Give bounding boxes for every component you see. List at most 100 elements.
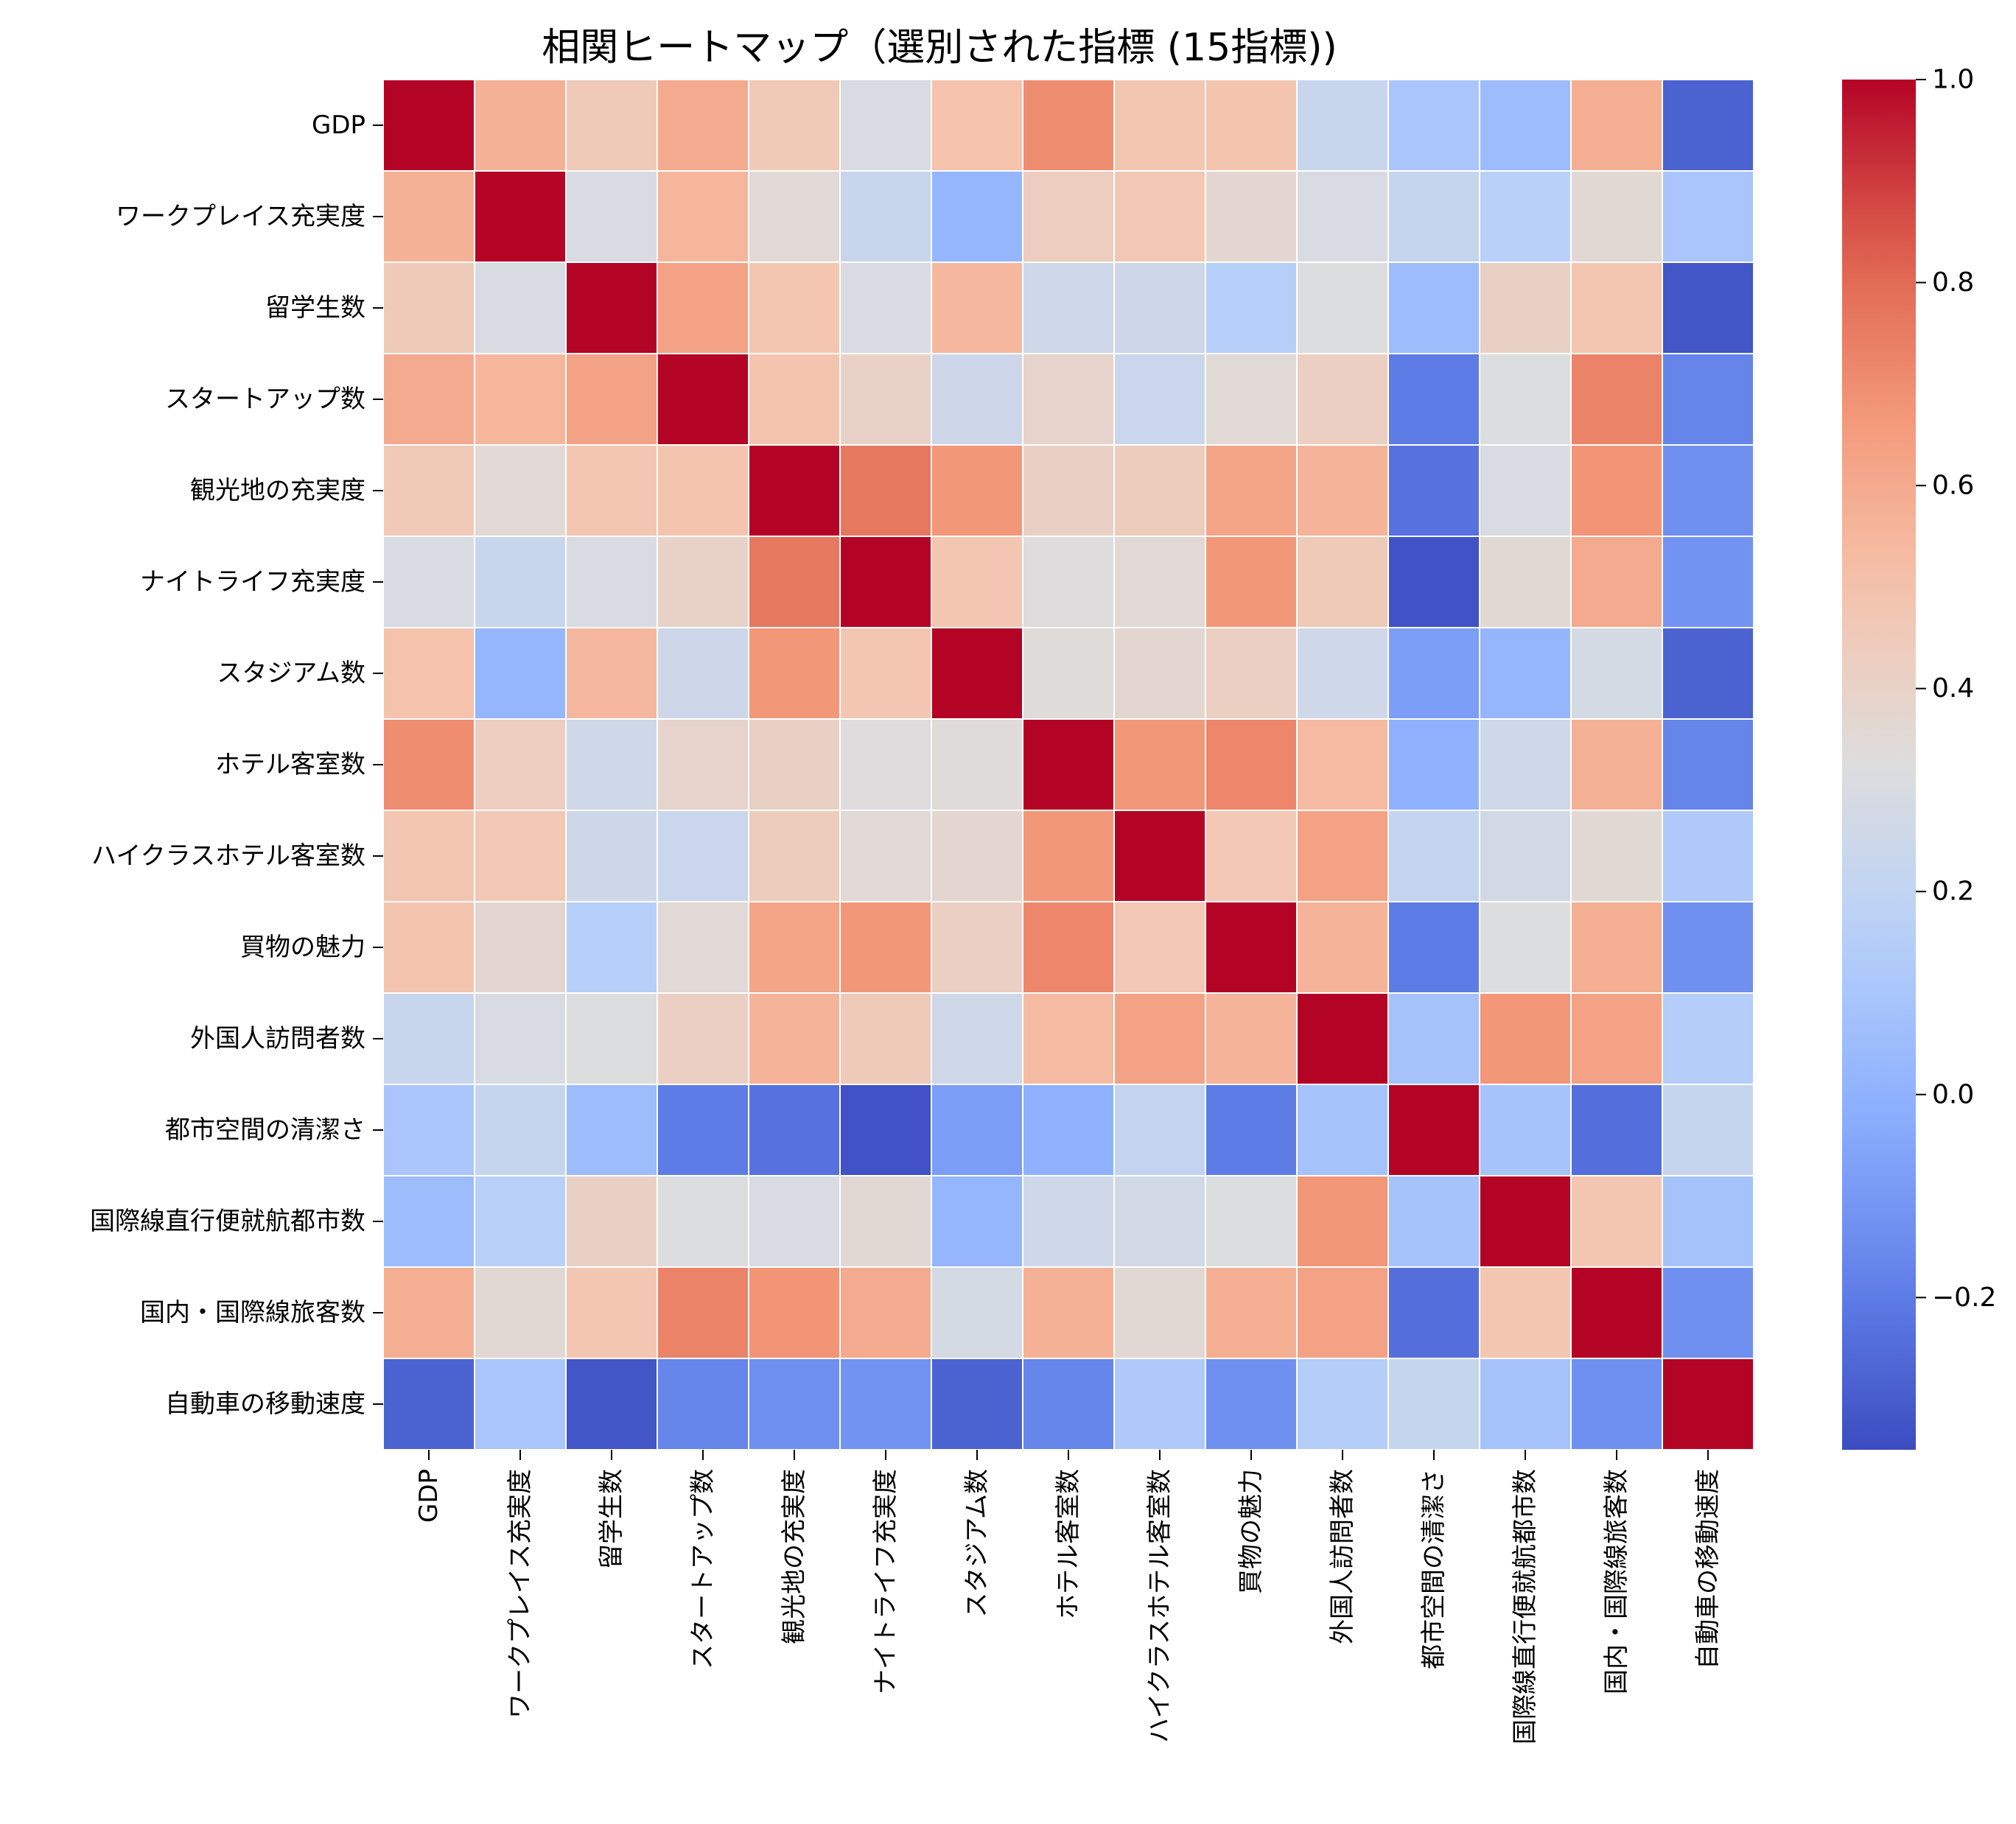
heatmap-cell	[382, 992, 475, 1085]
colorbar-tick-label: 0.8	[1932, 267, 1974, 298]
heatmap-cell	[839, 353, 932, 446]
heatmap-cell	[839, 1266, 932, 1359]
heatmap-cell	[1113, 262, 1206, 354]
heatmap-cell	[1022, 901, 1115, 994]
heatmap-cell	[1113, 992, 1206, 1085]
heatmap-cell	[657, 262, 749, 354]
heatmap-cell	[382, 718, 475, 811]
heatmap-cell	[1022, 627, 1115, 720]
heatmap-cell	[1296, 718, 1389, 811]
heatmap-cell	[1387, 1266, 1480, 1359]
heatmap-cell	[1022, 1358, 1115, 1451]
heatmap-cell	[1662, 901, 1754, 994]
heatmap-cell	[1205, 536, 1298, 628]
heatmap-cell	[1662, 262, 1754, 354]
heatmap-cell	[931, 170, 1023, 263]
heatmap-cell	[839, 901, 932, 994]
heatmap-cell	[382, 444, 475, 537]
heatmap-cell	[657, 536, 749, 628]
heatmap-cell	[1662, 170, 1754, 263]
heatmap-cell	[748, 1266, 841, 1359]
heatmap-cell	[1570, 262, 1663, 354]
heatmap-cell	[657, 901, 749, 994]
heatmap-cells	[382, 79, 1754, 1451]
heatmap-cell	[1570, 992, 1663, 1085]
colorbar-ticks: −0.2 0.0 0.2 0.4 0.6 0.8 1.0	[1916, 65, 1996, 1313]
heatmap-cell	[1570, 353, 1663, 446]
heatmap-cell	[931, 1175, 1023, 1268]
heatmap-cell	[1113, 79, 1206, 172]
heatmap-cell	[931, 992, 1023, 1085]
heatmap-cell	[1022, 79, 1115, 172]
heatmap-cell	[474, 992, 567, 1085]
heatmap-cell	[839, 170, 932, 263]
heatmap-cell	[657, 810, 749, 902]
heatmap-cell	[382, 1358, 475, 1451]
heatmap-cell	[565, 1266, 658, 1359]
heatmap-cell	[1296, 1358, 1389, 1451]
heatmap-cell	[1662, 444, 1754, 537]
row-tick-label: ホテル客室数	[215, 750, 365, 779]
heatmap-cell	[1479, 353, 1572, 446]
heatmap-cell	[839, 992, 932, 1085]
column-tick-label: ハイクラスホテル客室数	[1145, 1469, 1175, 1743]
heatmap-cell	[565, 353, 658, 446]
heatmap-cell	[931, 444, 1023, 537]
heatmap-cell	[474, 444, 567, 537]
heatmap-cell	[474, 718, 567, 811]
column-tick-label: 国際線直行便就航都市数	[1511, 1469, 1540, 1744]
heatmap-cell	[1479, 79, 1572, 172]
heatmap-cell	[1662, 536, 1754, 628]
heatmap-cell	[748, 444, 841, 537]
heatmap-cell	[1205, 718, 1298, 811]
heatmap-cell	[1662, 1084, 1754, 1176]
heatmap-cell	[1296, 170, 1389, 263]
heatmap-cell	[1022, 992, 1115, 1085]
heatmap-cell	[657, 353, 749, 446]
heatmap-cell	[657, 718, 749, 811]
row-tick-label: 留学生数	[265, 293, 365, 323]
heatmap-cell	[1387, 627, 1480, 720]
heatmap-cell	[382, 1084, 475, 1176]
heatmap-cell	[474, 1358, 567, 1451]
row-tick-label: 外国人訪問者数	[190, 1024, 365, 1053]
heatmap-cell	[382, 353, 475, 446]
heatmap-cell	[382, 1266, 475, 1359]
row-tick-label: スタートアップ数	[165, 385, 365, 414]
heatmap-cell	[657, 79, 749, 172]
heatmap-cell	[474, 810, 567, 902]
heatmap-cell	[565, 1084, 658, 1176]
colorbar-tick-label: 0.2	[1932, 877, 1974, 907]
heatmap-cell	[1205, 627, 1298, 720]
heatmap-cell	[474, 1084, 567, 1176]
heatmap-cell	[657, 992, 749, 1085]
heatmap-cell	[1662, 1175, 1754, 1268]
heatmap-cell	[1022, 1084, 1115, 1176]
heatmap-cell	[1387, 1358, 1480, 1451]
row-tick-label: ナイトライフ充実度	[140, 567, 365, 597]
heatmap-cell	[1022, 444, 1115, 537]
heatmap-cell	[1205, 1175, 1298, 1268]
heatmap-cell	[1296, 810, 1389, 902]
heatmap-cell	[1570, 718, 1663, 811]
heatmap-cell	[748, 170, 841, 263]
heatmap-cell	[1479, 1084, 1572, 1176]
heatmap-cell	[1296, 992, 1389, 1085]
heatmap-cell	[931, 1084, 1023, 1176]
heatmap-cell	[1296, 1084, 1389, 1176]
heatmap-cell	[931, 262, 1023, 354]
heatmap-cell	[565, 1175, 658, 1268]
heatmap-cell	[748, 1084, 841, 1176]
row-tick-label: スタジアム数	[217, 659, 365, 688]
heatmap-cell	[1022, 170, 1115, 263]
heatmap-cell	[565, 718, 658, 811]
heatmap-cell	[1296, 1266, 1389, 1359]
heatmap-cell	[1205, 810, 1298, 902]
heatmap-cell	[839, 1084, 932, 1176]
heatmap-cell	[748, 262, 841, 354]
column-tick-label: 国内・国際線旅客数	[1602, 1469, 1631, 1694]
heatmap-cell	[839, 627, 932, 720]
heatmap-cell	[748, 536, 841, 628]
heatmap-cell	[1296, 353, 1389, 446]
